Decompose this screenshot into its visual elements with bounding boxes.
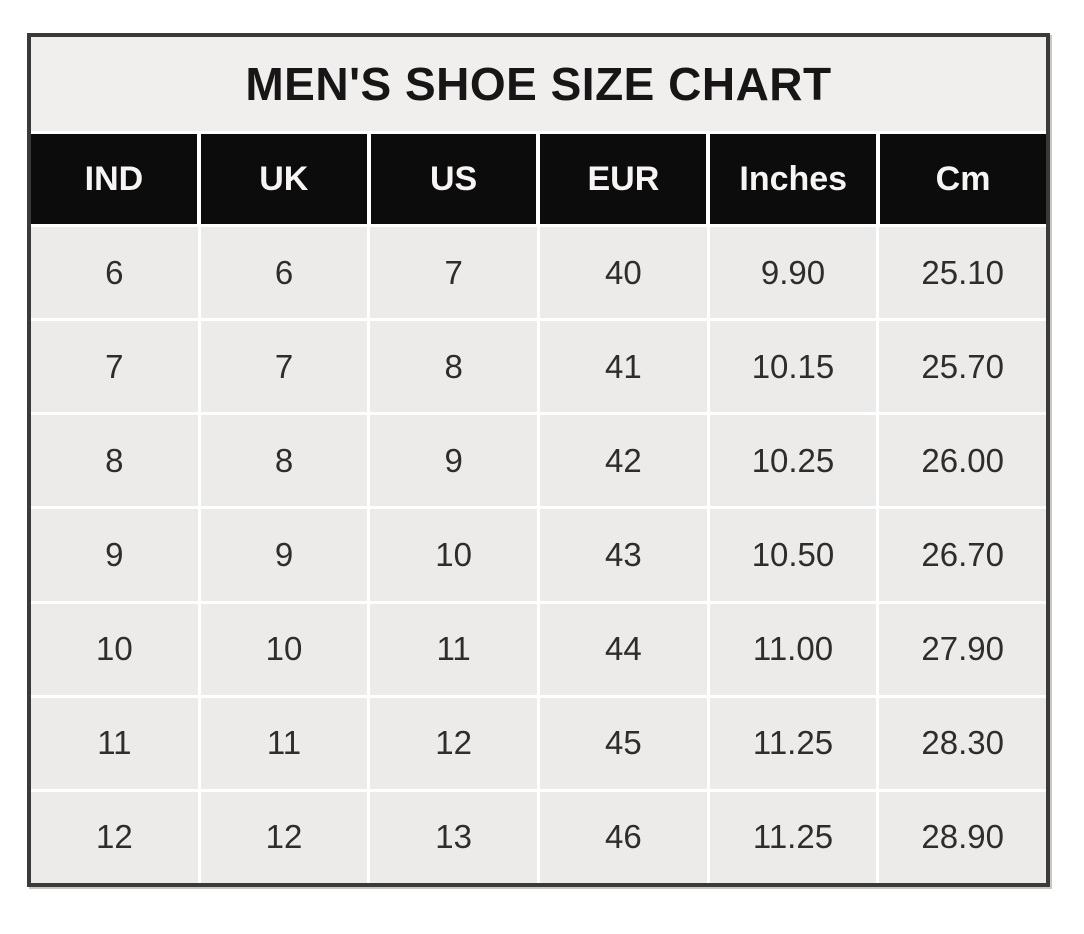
table-cell: 8 [200,415,368,507]
table-header-row: IND UK US EUR Inches Cm [31,134,1046,227]
table-cell: 8 [31,415,198,507]
column-header-eur: EUR [540,134,707,224]
table-cell: 26.00 [879,415,1046,507]
table-cell: 7 [370,227,537,319]
table-cell: 7 [200,321,368,413]
table-cell: 11.25 [709,697,877,789]
table-cell: 9 [31,509,198,601]
table-cell: 46 [540,791,707,883]
table-row: 9 9 10 43 10.50 26.70 [31,509,1046,601]
column-header-uk: UK [200,134,367,224]
table-cell: 26.70 [879,509,1046,601]
table-cell: 25.10 [879,227,1046,319]
table-cell: 7 [31,321,198,413]
column-header-ind: IND [31,134,197,224]
table-row: 11 11 12 45 11.25 28.30 [31,697,1046,789]
table-cell: 43 [540,509,707,601]
table-cell: 6 [200,227,368,319]
table-cell: 25.70 [879,321,1046,413]
table-cell: 12 [370,697,537,789]
table-cell: 40 [540,227,707,319]
table-cell: 6 [31,227,198,319]
table-cell: 44 [540,603,707,695]
table-cell: 42 [540,415,707,507]
table-cell: 11 [200,697,368,789]
table-cell: 11.25 [709,791,877,883]
table-cell: 11 [370,603,537,695]
table-row: 12 12 13 46 11.25 28.90 [31,791,1046,883]
table-cell: 8 [370,321,537,413]
table-cell: 41 [540,321,707,413]
table-row: 7 7 8 41 10.15 25.70 [31,321,1046,413]
table-cell: 27.90 [879,603,1046,695]
table-cell: 9.90 [709,227,877,319]
column-header-cm: Cm [880,134,1046,224]
table-cell: 11 [31,697,198,789]
table-cell: 10.15 [709,321,877,413]
table-cell: 28.90 [879,791,1046,883]
table-row: 6 6 7 40 9.90 25.10 [31,227,1046,319]
table-cell: 10 [31,603,198,695]
table-cell: 11.00 [709,603,877,695]
table-row: 8 8 9 42 10.25 26.00 [31,415,1046,507]
table-cell: 45 [540,697,707,789]
shoe-size-chart-table: MEN'S SHOE SIZE CHART IND UK US EUR Inches Cm… [27,33,1050,887]
chart-title: MEN'S SHOE SIZE CHART [31,37,1046,134]
table-cell: 9 [200,509,368,601]
table-cell: 10 [200,603,368,695]
table-row: 10 10 11 44 11.00 27.90 [31,603,1046,695]
table-body: 6 6 7 40 9.90 25.10 7 7 8 41 10.15 25.70 8 8 9 42 10.25 2… [31,227,1046,883]
table-cell: 12 [200,791,368,883]
table-cell: 28.30 [879,697,1046,789]
table-cell: 13 [370,791,537,883]
table-cell: 10.50 [709,509,877,601]
table-cell: 10.25 [709,415,877,507]
column-header-inches: Inches [710,134,877,224]
table-cell: 10 [370,509,537,601]
column-header-us: US [370,134,537,224]
table-cell: 12 [31,791,198,883]
table-cell: 9 [370,415,537,507]
